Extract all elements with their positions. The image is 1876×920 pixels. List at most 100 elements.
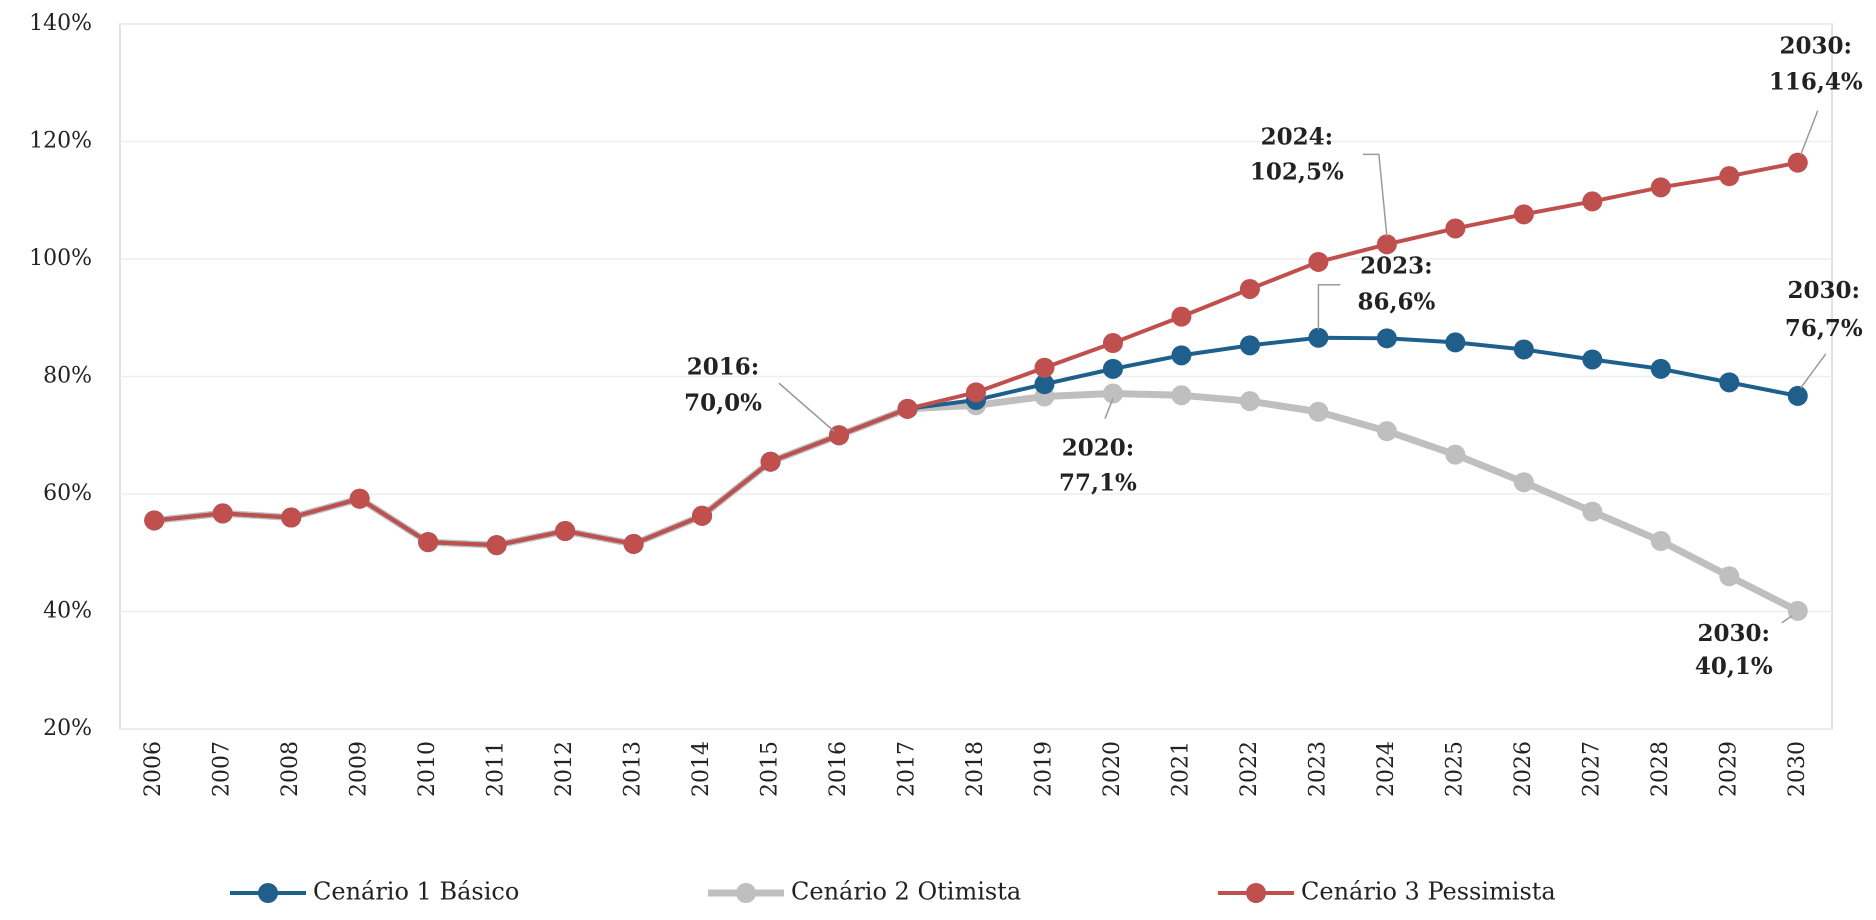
data-point	[1376, 234, 1397, 255]
x-tick-label: 2007	[210, 741, 235, 797]
annotation-label: 2030:	[1788, 277, 1861, 304]
x-tick-label: 2022	[1237, 741, 1262, 797]
data-point	[966, 382, 986, 403]
data-point	[1513, 339, 1534, 360]
y-tick-label: 40%	[43, 599, 92, 624]
x-tick-label: 2008	[278, 741, 303, 797]
data-point	[1102, 358, 1123, 379]
data-point	[1239, 335, 1260, 356]
x-tick-label: 2024	[1374, 741, 1399, 797]
annotation-label: 2023:	[1360, 253, 1433, 280]
data-point	[1308, 401, 1329, 422]
data-point	[1171, 306, 1192, 327]
legend-marker	[258, 883, 278, 903]
data-point	[623, 533, 644, 554]
data-point	[1308, 251, 1329, 272]
data-point	[1650, 177, 1671, 198]
data-point	[897, 398, 918, 419]
leader-line	[1362, 153, 1388, 237]
y-tick-label: 20%	[43, 716, 92, 741]
annotation-label: 86,6%	[1357, 289, 1435, 316]
data-point	[1445, 332, 1466, 353]
x-tick-label: 2025	[1442, 741, 1467, 797]
data-point	[1719, 166, 1740, 187]
data-point	[829, 425, 850, 446]
data-point	[1513, 472, 1534, 493]
data-point	[1787, 385, 1808, 406]
y-tick-label: 80%	[43, 364, 92, 389]
data-point	[1719, 372, 1740, 393]
x-tick-label: 2021	[1168, 741, 1193, 797]
data-point	[1239, 391, 1260, 412]
x-tick-label: 2010	[415, 741, 440, 797]
annotation-label: 76,7%	[1785, 315, 1863, 342]
data-point	[1582, 501, 1603, 522]
x-tick-label: 2020	[1100, 741, 1125, 797]
data-point	[1445, 444, 1466, 465]
data-point	[1034, 374, 1055, 395]
x-tick-label: 2028	[1648, 741, 1673, 797]
x-tick-label: 2016	[826, 741, 851, 797]
data-point	[1787, 152, 1808, 173]
x-tick-label: 2018	[963, 741, 988, 797]
data-point	[1102, 333, 1123, 354]
x-tick-label: 2026	[1511, 741, 1536, 797]
leader-line	[778, 382, 835, 432]
annotation-label: 2020:	[1062, 435, 1135, 462]
annotation-label: 2016:	[687, 353, 760, 380]
data-point	[1445, 218, 1466, 239]
data-point	[1376, 328, 1397, 349]
data-point	[418, 532, 439, 553]
annotation-label: 116,4%	[1769, 69, 1863, 96]
legend-label: Cenário 3 Pessimista	[1301, 878, 1556, 906]
legend-marker	[1246, 883, 1266, 903]
data-point	[1582, 349, 1603, 370]
annotation-label: 2024:	[1261, 123, 1334, 150]
data-point	[281, 507, 302, 528]
data-point	[1719, 566, 1740, 587]
legend-marker	[736, 883, 756, 903]
data-point	[1513, 204, 1534, 225]
annotation-label: 102,5%	[1250, 158, 1344, 185]
x-tick-label: 2013	[621, 741, 646, 797]
x-tick-label: 2012	[552, 741, 577, 797]
data-point	[1171, 345, 1192, 366]
x-tick-label: 2011	[484, 741, 509, 797]
leader-line	[1104, 398, 1114, 419]
data-point	[349, 488, 370, 509]
x-tick-label: 2009	[347, 741, 372, 797]
data-point	[555, 521, 576, 542]
x-tick-label: 2019	[1031, 741, 1056, 797]
series-line	[154, 335, 1799, 548]
annotation-label: 40,1%	[1695, 653, 1773, 680]
annotation-label: 2030:	[1698, 620, 1771, 647]
data-point	[486, 535, 507, 556]
y-tick-label: 120%	[29, 129, 92, 154]
leader-line	[1800, 353, 1827, 389]
x-tick-label: 2015	[758, 741, 783, 797]
data-point	[1308, 327, 1329, 348]
data-point	[1787, 600, 1808, 621]
data-point	[1650, 358, 1671, 379]
data-point	[1239, 278, 1260, 299]
data-point	[1034, 357, 1055, 378]
leader-line	[1317, 283, 1341, 330]
data-point	[692, 505, 713, 526]
y-tick-label: 140%	[29, 11, 92, 36]
legend-label: Cenário 1 Básico	[313, 878, 519, 906]
data-point	[1582, 191, 1603, 212]
data-point	[212, 503, 233, 524]
legend-label: Cenário 2 Otimista	[791, 878, 1021, 906]
series-line	[153, 390, 1800, 615]
x-tick-label: 2030	[1785, 741, 1810, 797]
data-point	[1650, 531, 1671, 551]
leader-line	[1800, 110, 1819, 155]
annotation-label: 2030:	[1780, 33, 1853, 60]
x-tick-label: 2027	[1579, 741, 1604, 797]
x-tick-label: 2029	[1716, 741, 1741, 797]
annotation-label: 70,0%	[684, 389, 762, 416]
y-tick-label: 60%	[43, 481, 92, 506]
data-point	[1376, 421, 1397, 442]
data-point	[144, 510, 165, 531]
